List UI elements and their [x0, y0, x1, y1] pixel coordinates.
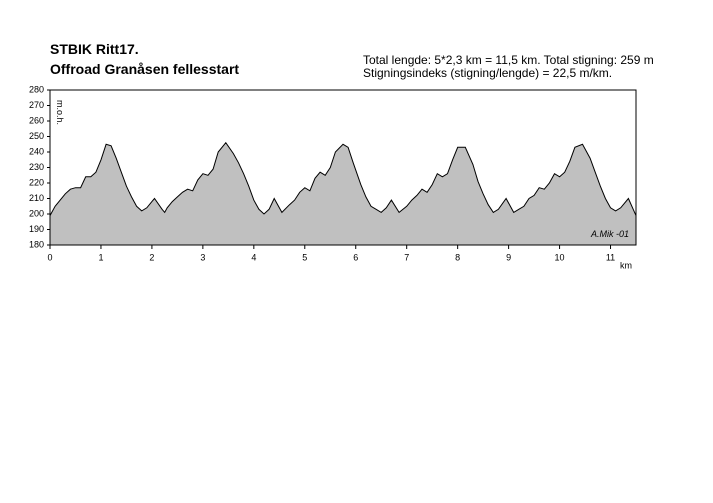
- y-axis-label: m.o.h.: [55, 100, 65, 125]
- y-tick-label: 210: [29, 193, 44, 203]
- x-tick-label: 8: [455, 252, 460, 262]
- chart-subtitle: Offroad Granåsen fellesstart: [50, 61, 239, 77]
- annotation: A.Mik -01: [590, 229, 629, 239]
- y-tick-label: 270: [29, 100, 44, 110]
- chart-title: STBIK Ritt17.: [50, 41, 139, 57]
- y-tick-label: 190: [29, 224, 44, 234]
- x-axis-label: km: [620, 260, 632, 270]
- x-tick-label: 9: [506, 252, 511, 262]
- x-tick-label: 2: [149, 252, 154, 262]
- y-tick-label: 220: [29, 177, 44, 187]
- y-tick-label: 280: [29, 84, 44, 94]
- y-tick-label: 250: [29, 131, 44, 141]
- x-tick-label: 6: [353, 252, 358, 262]
- x-tick-label: 7: [404, 252, 409, 262]
- y-tick-label: 240: [29, 146, 44, 156]
- area-line: [49, 141, 637, 216]
- y-tick-label: 180: [29, 239, 44, 249]
- note: Total lengde: 5*2,3 km = 11,5 km. Total …: [363, 53, 654, 67]
- y-tick-label: 230: [29, 162, 44, 172]
- note: Stigningsindeks (stigning/lengde) = 22,5…: [363, 66, 612, 80]
- x-tick-label: 3: [200, 252, 205, 262]
- y-tick-label: 200: [29, 208, 44, 218]
- x-tick-label: 10: [555, 252, 565, 262]
- x-tick-label: 1: [98, 252, 103, 262]
- x-tick-label: 5: [302, 252, 307, 262]
- x-tick-label: 4: [251, 252, 256, 262]
- y-tick-label: 260: [29, 115, 44, 125]
- x-tick-label: 11: [606, 252, 615, 262]
- area-fill: [50, 142, 636, 245]
- x-tick-label: 0: [47, 252, 52, 262]
